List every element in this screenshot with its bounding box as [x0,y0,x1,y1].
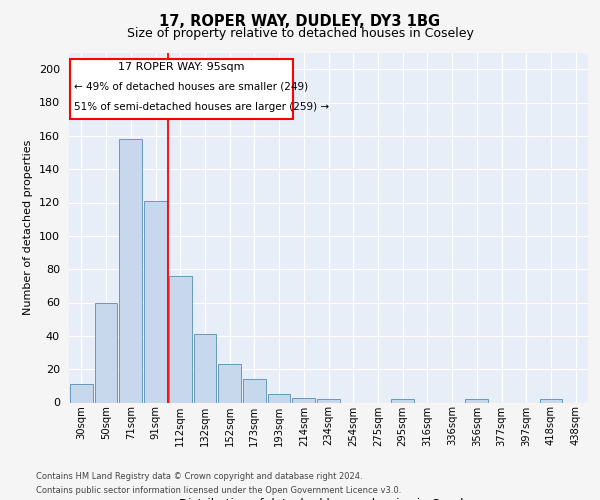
Text: Contains public sector information licensed under the Open Government Licence v3: Contains public sector information licen… [36,486,401,495]
Bar [218,364,241,403]
Bar [95,302,118,402]
Y-axis label: Number of detached properties: Number of detached properties [23,140,33,315]
X-axis label: Distribution of detached houses by size in Coseley: Distribution of detached houses by size … [179,498,478,500]
Bar [243,379,266,402]
Bar [169,276,191,402]
Bar [70,384,93,402]
Bar [268,394,290,402]
Bar [391,399,414,402]
Bar [466,399,488,402]
Text: Size of property relative to detached houses in Coseley: Size of property relative to detached ho… [127,28,473,40]
Text: 17 ROPER WAY: 95sqm: 17 ROPER WAY: 95sqm [118,62,245,72]
Bar [119,139,142,402]
FancyBboxPatch shape [70,59,293,119]
Bar [144,201,167,402]
Bar [317,399,340,402]
Text: 51% of semi-detached houses are larger (259) →: 51% of semi-detached houses are larger (… [74,102,329,113]
Bar [292,398,315,402]
Bar [539,399,562,402]
Text: ← 49% of detached houses are smaller (249): ← 49% of detached houses are smaller (24… [74,81,308,91]
Bar [194,334,216,402]
Text: 17, ROPER WAY, DUDLEY, DY3 1BG: 17, ROPER WAY, DUDLEY, DY3 1BG [160,14,440,29]
Text: Contains HM Land Registry data © Crown copyright and database right 2024.: Contains HM Land Registry data © Crown c… [36,472,362,481]
